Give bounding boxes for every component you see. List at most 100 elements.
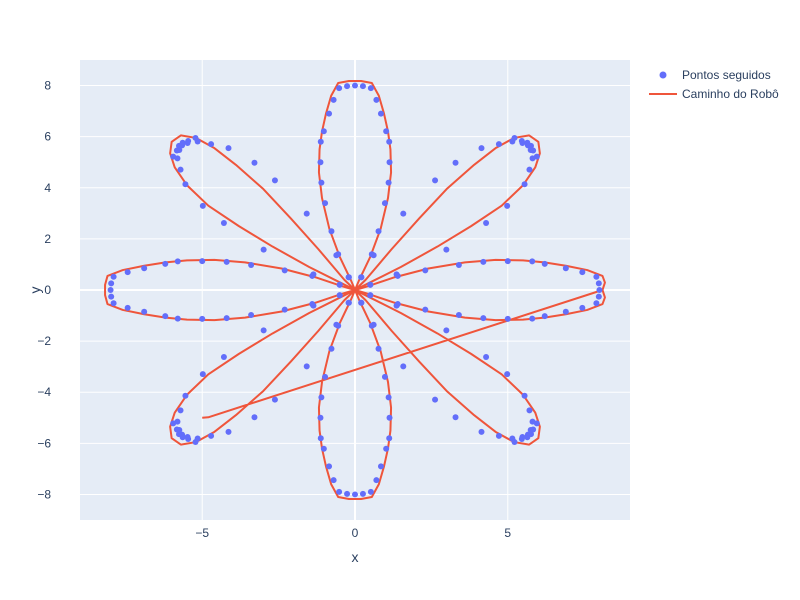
- data-point: [352, 82, 358, 89]
- data-point: [595, 280, 602, 287]
- data-point: [317, 138, 324, 145]
- data-point: [432, 177, 439, 184]
- data-point: [352, 491, 358, 498]
- data-point: [443, 327, 450, 334]
- data-point: [328, 345, 335, 352]
- data-point: [303, 363, 310, 370]
- data-point: [511, 439, 518, 446]
- data-point: [385, 394, 392, 401]
- data-point: [220, 353, 227, 360]
- data-point: [317, 435, 324, 442]
- series-points: [107, 82, 603, 498]
- data-point: [110, 300, 117, 307]
- y-tick-label: 8: [44, 79, 51, 93]
- y-tick-label: 4: [44, 181, 51, 195]
- data-point: [529, 418, 536, 425]
- data-point: [529, 315, 536, 322]
- data-point: [528, 431, 534, 438]
- data-point: [124, 304, 131, 311]
- data-point: [344, 490, 351, 497]
- x-tick-label: 0: [352, 526, 359, 540]
- data-point: [318, 179, 325, 186]
- data-point: [108, 293, 115, 300]
- data-point: [381, 373, 388, 380]
- data-point: [593, 273, 600, 280]
- data-point: [455, 261, 462, 268]
- data-point: [393, 271, 400, 278]
- data-point: [367, 488, 374, 495]
- data-point: [432, 396, 439, 403]
- data-point: [377, 110, 384, 117]
- data-point: [400, 363, 407, 370]
- data-point: [375, 345, 382, 352]
- data-point: [333, 321, 340, 328]
- data-point: [271, 177, 278, 184]
- data-point: [504, 258, 511, 265]
- data-point: [367, 292, 374, 299]
- data-point: [199, 315, 206, 322]
- series-lines: [104, 79, 606, 501]
- data-point: [359, 490, 366, 497]
- legend-item-caminho-do-robo[interactable]: Caminho do Robô: [649, 87, 779, 101]
- y-axis-ticks: −8 −6 −4 −2 0 2 4 6 8: [37, 79, 51, 502]
- data-point: [495, 141, 502, 148]
- data-point: [330, 477, 337, 484]
- data-point: [225, 145, 232, 152]
- data-point: [373, 96, 380, 103]
- data-point: [495, 432, 502, 439]
- data-point: [377, 463, 384, 470]
- data-point: [345, 274, 352, 281]
- data-point: [509, 138, 516, 145]
- data-point: [529, 258, 536, 265]
- data-point: [370, 321, 377, 328]
- data-point: [170, 420, 177, 427]
- data-point: [141, 308, 148, 315]
- data-point: [162, 260, 169, 267]
- data-point: [310, 271, 317, 278]
- data-point: [373, 477, 380, 484]
- data-point: [483, 220, 490, 227]
- data-point: [317, 159, 324, 166]
- data-point: [344, 83, 351, 90]
- x-tick-label: 5: [504, 526, 511, 540]
- data-point: [318, 394, 325, 401]
- data-point: [310, 302, 317, 309]
- data-point: [108, 280, 115, 287]
- data-point: [336, 85, 343, 92]
- data-point: [358, 299, 365, 306]
- data-point: [443, 246, 450, 253]
- data-point: [251, 159, 258, 166]
- data-point: [326, 463, 333, 470]
- data-point: [182, 392, 189, 399]
- data-point: [322, 200, 329, 207]
- data-point: [271, 396, 278, 403]
- y-tick-label: 0: [44, 283, 51, 297]
- y-tick-label: −6: [37, 436, 51, 450]
- data-point: [400, 210, 407, 217]
- data-point: [303, 210, 310, 217]
- data-point: [281, 306, 288, 313]
- data-point: [541, 313, 548, 320]
- data-point: [358, 274, 365, 281]
- data-point: [225, 428, 232, 435]
- data-point: [504, 202, 511, 209]
- data-point: [179, 434, 186, 441]
- data-point: [579, 269, 586, 276]
- data-point: [336, 488, 343, 495]
- data-point: [562, 265, 569, 272]
- data-point: [208, 432, 215, 439]
- data-point: [370, 252, 377, 259]
- data-point: [533, 153, 540, 160]
- legend-item-pontos-seguidos[interactable]: Pontos seguidos: [659, 68, 771, 82]
- data-point: [110, 273, 117, 280]
- data-point: [478, 145, 485, 152]
- data-point: [162, 313, 169, 320]
- y-tick-label: −4: [37, 385, 51, 399]
- data-point: [518, 435, 525, 442]
- data-point: [260, 246, 267, 253]
- data-point: [174, 258, 181, 265]
- data-point: [579, 304, 586, 311]
- data-point: [260, 327, 267, 334]
- data-point: [194, 435, 201, 442]
